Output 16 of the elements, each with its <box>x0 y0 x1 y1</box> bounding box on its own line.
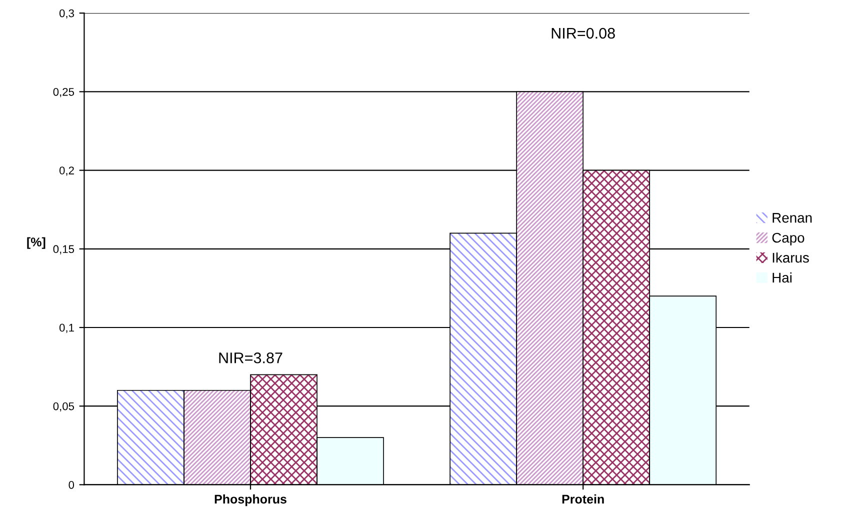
y-tick-label: 0 <box>68 480 74 489</box>
legend-label: Ikarus <box>772 252 809 263</box>
y-tick-label: 0,15 <box>53 245 74 254</box>
y-axis-title: [%] <box>27 237 46 249</box>
y-tick-label: 0,25 <box>53 88 74 98</box>
y-tick-label: 0,1 <box>59 324 74 333</box>
legend-label: Hai <box>772 272 792 283</box>
annotation: NIR=0.08 <box>552 28 615 39</box>
x-tick-label: Phosphorus <box>214 494 286 506</box>
y-tick-label: 0,3 <box>59 9 74 19</box>
legend-label: Renan <box>772 213 812 223</box>
annotation: NIR=3.87 <box>219 352 282 364</box>
legend-label: Capo <box>772 232 804 246</box>
y-tick-label: 0,05 <box>53 402 74 412</box>
x-tick-label: Protein <box>562 494 604 504</box>
y-tick-label: 0,2 <box>59 166 74 176</box>
